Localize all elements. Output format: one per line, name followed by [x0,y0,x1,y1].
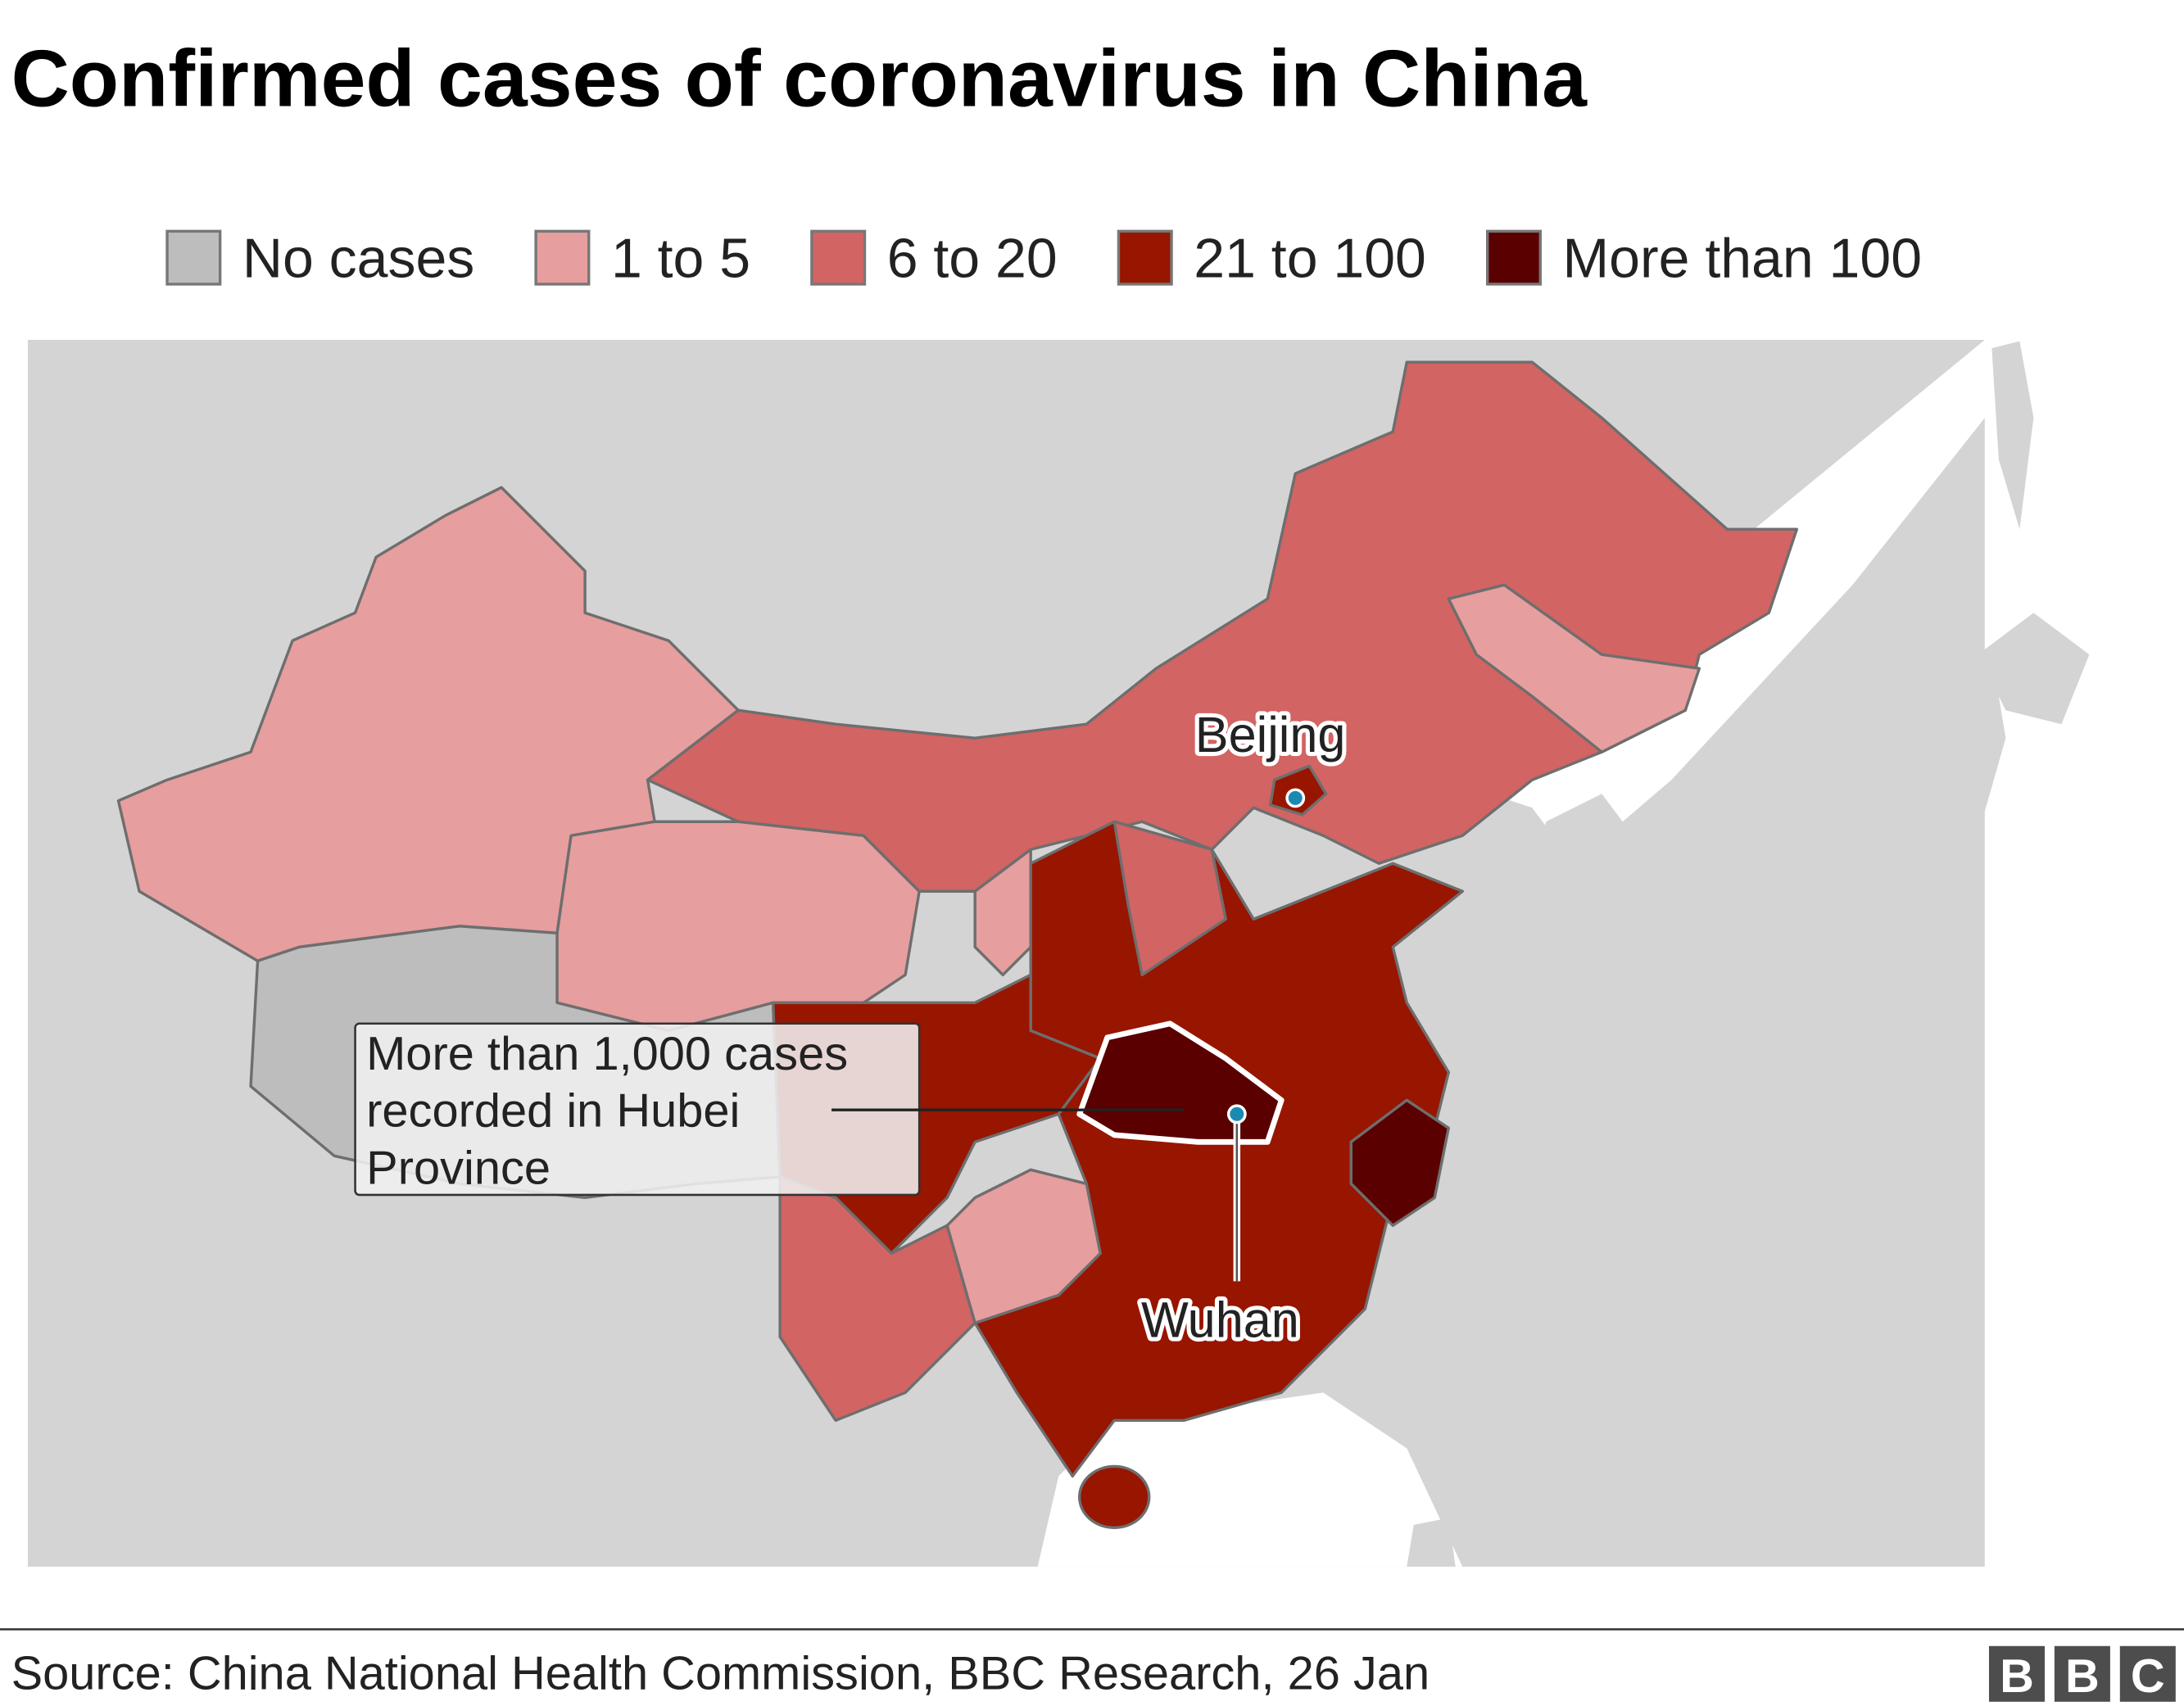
hainan [1077,1464,1151,1529]
logo-letter: B [2000,1650,2034,1703]
province [555,820,921,1032]
province [1349,1098,1450,1228]
legend-label: 6 to 20 [887,227,1058,289]
legend-swatch [1117,229,1173,286]
sea [1037,339,2184,1567]
legend-swatch [810,229,867,286]
logo-box [2119,1645,2176,1702]
city-dot [1285,788,1306,808]
legend: No cases 1 to 5 6 to 20 21 to 100 More than … [165,227,1923,289]
city-label: Wuhan [1141,1292,1299,1347]
province [945,1168,1102,1325]
taiwan [1399,1281,1442,1407]
title: Confirmed cases of coronavirus in China [11,33,1588,123]
annotation-line: recorded in Hubei [366,1085,740,1138]
province [973,848,1032,976]
annotation-line: Province [366,1142,551,1194]
legend-label: 21 to 100 [1194,227,1426,289]
legend-label: No cases [242,227,474,289]
korea [1532,794,1658,1003]
legend-label: More than 100 [1563,227,1923,289]
logo-box [2054,1645,2110,1702]
legend-swatch [534,229,591,286]
city-label: Beijing [1195,707,1346,762]
annotation-line: More than 1,000 cases [366,1028,848,1080]
province [1112,820,1227,976]
source: Source: China National Health Commission… [11,1648,1430,1700]
hokkaido [1978,613,2090,725]
sakhalin [1991,341,2034,530]
japan [1657,654,2006,1059]
city-dot [1226,1104,1247,1125]
province [1447,583,1701,753]
legend-swatch [165,229,222,286]
legend-label: 1 to 5 [611,227,750,289]
logo-letter: C [2131,1650,2165,1703]
map [28,339,2184,1567]
logo-letter: B [2065,1650,2100,1703]
logo-box [1988,1645,2045,1702]
philippines [1407,1518,1456,1567]
legend-swatch [1485,229,1542,286]
